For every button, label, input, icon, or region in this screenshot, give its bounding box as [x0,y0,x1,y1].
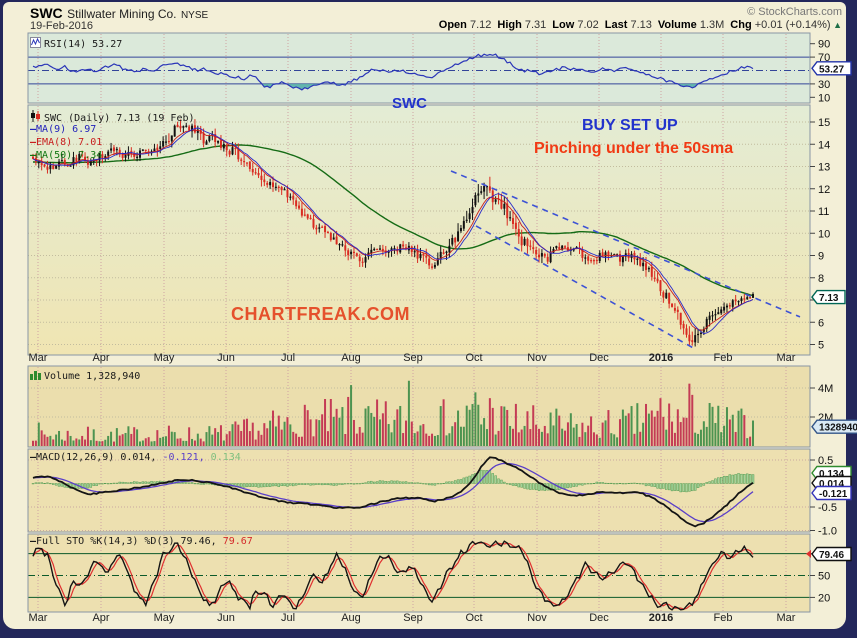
volume-label: Volume 1,328,940 [44,371,141,382]
volume-bars-icon [30,370,41,383]
ema8-legend: —EMA(8) 7.01 [30,137,103,148]
company-name: Stillwater Mining Co. [67,7,177,21]
rsi-label: RSI(14) 53.27 [44,39,123,50]
annotation-symbol: SWC [392,95,427,112]
annotation-pinching: Pinching under the 50sma [534,140,734,157]
ma9-legend: —MA(9) 6.97 [30,124,97,135]
watermark-chartfreak: CHARTFREAK.COM [231,304,410,324]
rsi-chart-icon [30,37,41,51]
macd-legend: —MACD(12,26,9) 0.014, -0.121, 0.134 [30,452,241,463]
chart-date: 19-Feb-2016 [30,20,93,32]
volume-legend: Volume 1,328,940 [30,370,140,383]
candlestick-icon [30,110,41,125]
ticker-symbol: SWC [30,5,63,21]
price-title: SWC (Daily) 7.13 (19 Feb) [44,113,195,124]
sto-legend: —Full STO %K(14,3) %D(3) 79.46, 79.67 [30,536,253,547]
rsi-legend: RSI(14) 53.27 [30,37,122,51]
copyright: © StockCharts.com [747,6,842,18]
header-line1: SWC Stillwater Mining Co. NYSE [30,5,208,23]
exchange-label: NYSE [180,10,209,21]
quote-line: Open 7.12 High 7.31 Low 7.02 Last 7.13 Volum… [438,19,842,31]
price-legend-title: SWC (Daily) 7.13 (19 Feb) [30,110,195,125]
annotation-buy-setup: BUY SET UP [582,117,678,134]
ma50-legend: —MA(50) 7.34 [30,150,103,161]
